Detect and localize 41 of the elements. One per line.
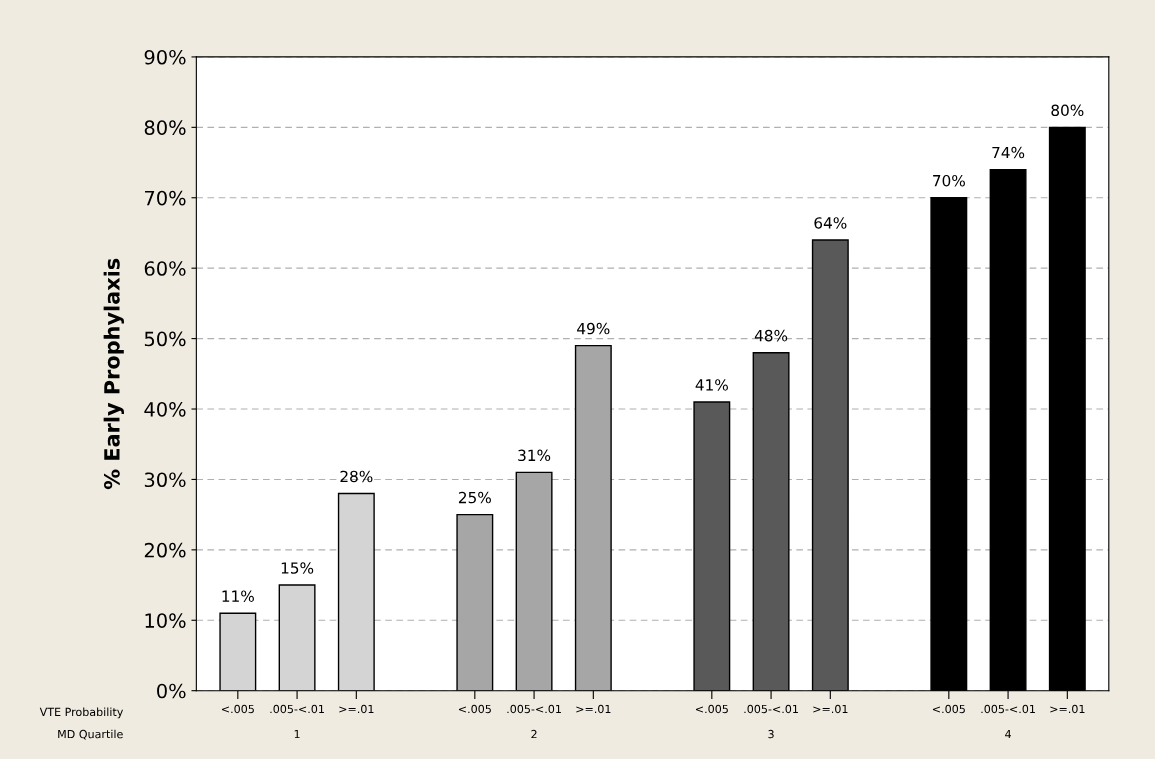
data-label: 80% xyxy=(1051,104,1084,117)
text: 3 xyxy=(768,729,774,739)
y-tick-label: 30% xyxy=(144,472,186,488)
text: 1 xyxy=(294,730,300,739)
x-tick-label: <.005 xyxy=(458,704,491,714)
text: 2 xyxy=(531,729,537,739)
data-label: 48% xyxy=(754,329,788,342)
y-tick-label: 90% xyxy=(144,49,186,65)
y-tick-label: 20% xyxy=(144,542,186,558)
x-tick-label: <.005 xyxy=(221,704,254,714)
data-label: 74% xyxy=(992,146,1025,159)
x-tick-label: .005-<.01 xyxy=(981,704,1035,714)
y-tick-label: 60% xyxy=(144,261,186,276)
x-tick-label: <.005 xyxy=(695,704,728,714)
data-label: 15% xyxy=(281,562,314,574)
y-axis-title: % Early Prophylaxis xyxy=(103,258,124,490)
data-label: 11% xyxy=(222,590,254,602)
x-tick-label: .005-<.01 xyxy=(744,704,798,714)
x-tick-label: .005-<.01 xyxy=(270,704,324,714)
y-tick-label: 40% xyxy=(144,401,186,417)
x-tick-label: >=.01 xyxy=(339,704,374,714)
y-tick-label: 10% xyxy=(145,613,186,628)
data-label: 49% xyxy=(577,322,610,335)
y-tick-label: 70% xyxy=(145,190,186,206)
data-label: 41% xyxy=(695,379,728,391)
x-tick-label: <.005 xyxy=(932,704,965,714)
data-label: 64% xyxy=(814,217,847,229)
y-tick-label: 50% xyxy=(144,331,186,347)
x-tick-label: >=.01 xyxy=(576,704,611,714)
x-tick-label: >=.01 xyxy=(1050,704,1085,714)
data-label: 31% xyxy=(518,449,551,462)
x-tick-label: >=.01 xyxy=(813,704,848,714)
text: MD Quartile xyxy=(58,729,123,740)
y-tick-label: 0% xyxy=(157,683,186,699)
data-label: 70% xyxy=(933,174,965,187)
text: VTE Probability xyxy=(39,707,124,719)
y-tick-label: 80% xyxy=(144,120,186,136)
x-tick-label: .005-<.01 xyxy=(507,704,561,714)
data-label: 28% xyxy=(340,470,373,483)
text: 4 xyxy=(1005,730,1011,739)
data-label: 25% xyxy=(458,491,491,504)
